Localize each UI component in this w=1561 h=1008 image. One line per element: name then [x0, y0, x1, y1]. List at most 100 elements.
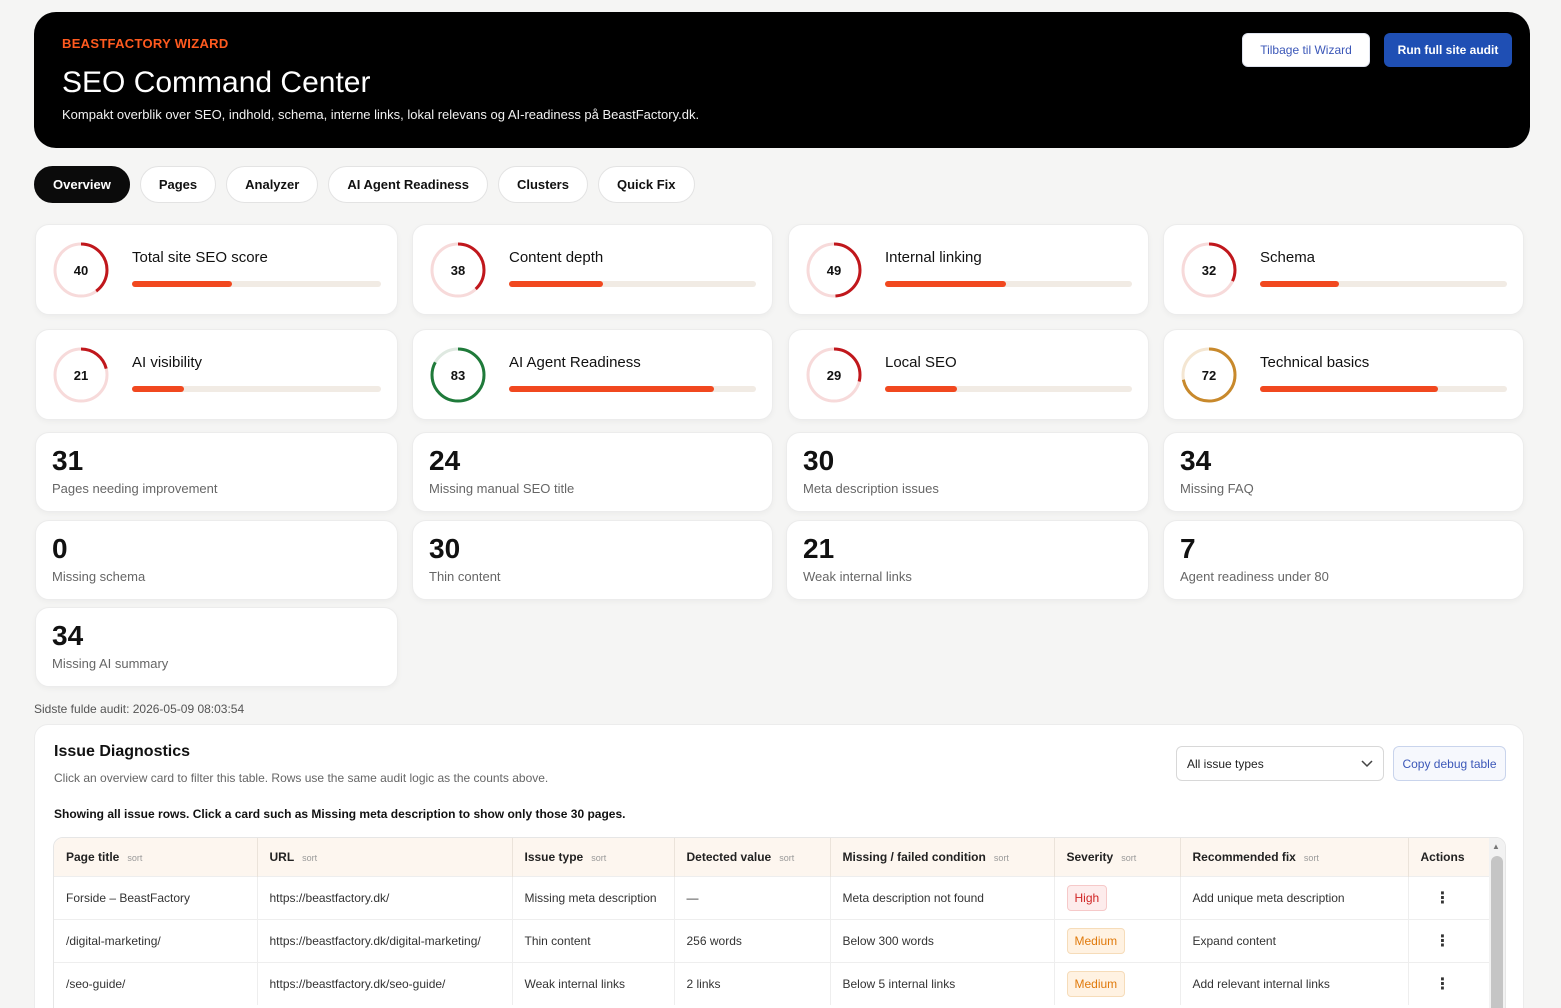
severity-badge: High [1066, 884, 1108, 911]
score-card-local-seo[interactable]: 29 Local SEO [788, 329, 1149, 420]
tab-quick-fix[interactable]: Quick Fix [597, 166, 695, 203]
table-row[interactable]: /seo-guide/ https://beastfactory.dk/seo-… [54, 961, 1491, 1005]
score-bar-fill [509, 386, 714, 392]
stat-card-missing-schema[interactable]: 0 Missing schema [35, 520, 398, 600]
stat-label: Weak internal links [803, 569, 912, 584]
column-header-failed-condition[interactable]: Missing / failed condition sort [830, 838, 1055, 876]
more-actions-icon[interactable]: ⋮ [1434, 932, 1451, 950]
column-header-severity[interactable]: Severity sort [1054, 838, 1181, 876]
cell-actions: ⋮ [1408, 918, 1491, 962]
stat-label: Agent readiness under 80 [1180, 569, 1329, 584]
score-value: 83 [450, 367, 466, 383]
score-card-ai-visibility[interactable]: 21 AI visibility [35, 329, 398, 420]
score-ring-icon [806, 242, 862, 298]
stat-value: 7 [1180, 533, 1196, 564]
stat-label: Missing FAQ [1180, 481, 1254, 496]
column-header-detected-value[interactable]: Detected value sort [674, 838, 831, 876]
score-ring-icon [53, 347, 109, 403]
stat-value: 34 [52, 620, 84, 651]
scrollbar-thumb[interactable] [1491, 856, 1503, 1008]
score-ring-icon [806, 347, 862, 403]
stat-card-thin-content[interactable]: 30 Thin content [412, 520, 773, 600]
table-scrollbar[interactable]: ▲ [1489, 838, 1505, 1008]
issues-table-container: Page title sort URL sort Issue type sort De… [53, 837, 1506, 1008]
tab-clusters[interactable]: Clusters [497, 166, 588, 203]
severity-badge: Medium [1066, 927, 1126, 954]
score-bar [885, 386, 1132, 392]
score-value: 49 [826, 262, 842, 278]
score-value: 72 [1201, 367, 1217, 383]
score-card-ai-agent-readiness[interactable]: 83 AI Agent Readiness [412, 329, 773, 420]
stat-card-meta-description-issues[interactable]: 30 Meta description issues [786, 432, 1149, 512]
stat-card-missing-faq[interactable]: 34 Missing FAQ [1163, 432, 1524, 512]
score-ring-icon [53, 242, 109, 298]
score-bar [509, 386, 756, 392]
stat-label: Thin content [429, 569, 501, 584]
column-header-page-title[interactable]: Page title sort [54, 838, 258, 876]
score-bar [885, 281, 1132, 287]
tab-ai-agent-readiness[interactable]: AI Agent Readiness [328, 166, 488, 203]
score-card-content-depth[interactable]: 38 Content depth [412, 224, 773, 315]
cell-detected-value: — [674, 875, 831, 919]
back-to-wizard-button[interactable]: Tilbage til Wizard [1242, 33, 1370, 67]
stat-card-agent-readiness-under-80[interactable]: 7 Agent readiness under 80 [1163, 520, 1524, 600]
stat-card-missing-seo-title[interactable]: 24 Missing manual SEO title [412, 432, 773, 512]
score-value: 32 [1201, 262, 1217, 278]
table-row[interactable]: Forside – BeastFactory https://beastfact… [54, 875, 1491, 919]
score-bar-fill [1260, 386, 1438, 392]
score-card-total-seo[interactable]: 40 Total site SEO score [35, 224, 398, 315]
cell-page-title: /seo-guide/ [54, 961, 258, 1005]
cell-page-title: /digital-marketing/ [54, 918, 258, 962]
cell-actions: ⋮ [1408, 875, 1491, 919]
score-label: Technical basics [1260, 354, 1370, 371]
copy-debug-table-button[interactable]: Copy debug table [1393, 746, 1506, 781]
score-value: 21 [73, 367, 89, 383]
stat-card-weak-internal-links[interactable]: 21 Weak internal links [786, 520, 1149, 600]
score-bar [132, 281, 381, 287]
table-header-row: Page title sort URL sort Issue type sort De… [54, 838, 1491, 876]
tab-overview[interactable]: Overview [34, 166, 130, 203]
score-bar-fill [885, 281, 1007, 287]
column-header-recommended-fix[interactable]: Recommended fix sort [1180, 838, 1409, 876]
score-bar-fill [509, 281, 603, 287]
table-row[interactable]: /digital-marketing/ https://beastfactory… [54, 918, 1491, 962]
stat-label: Missing AI summary [52, 656, 169, 671]
cell-url: https://beastfactory.dk/seo-guide/ [257, 961, 513, 1005]
last-audit-timestamp: Sidste fulde audit: 2026-05-09 08:03:54 [34, 702, 245, 716]
stat-label: Missing schema [52, 569, 146, 584]
column-header-url[interactable]: URL sort [257, 838, 513, 876]
tab-pages[interactable]: Pages [139, 166, 217, 203]
score-bar-fill [132, 386, 185, 392]
severity-badge: Medium [1066, 970, 1126, 997]
cell-page-title: Forside – BeastFactory [54, 875, 258, 919]
score-card-technical-basics[interactable]: 72 Technical basics [1163, 329, 1524, 420]
cell-issue-type: Thin content [512, 918, 675, 962]
score-card-schema[interactable]: 32 Schema [1163, 224, 1524, 315]
cell-detected-value: 2 links [674, 961, 831, 1005]
scroll-up-arrow-icon[interactable]: ▲ [1492, 842, 1500, 851]
score-label: Total site SEO score [132, 249, 268, 266]
issue-diagnostics-panel: Issue Diagnostics Click an overview card… [34, 724, 1524, 1008]
score-bar-fill [1260, 281, 1340, 287]
score-card-internal-linking[interactable]: 49 Internal linking [788, 224, 1149, 315]
score-bar-fill [885, 386, 957, 392]
diagnostics-subtitle: Click an overview card to filter this ta… [54, 771, 549, 785]
stat-card-pages-needing-improvement[interactable]: 31 Pages needing improvement [35, 432, 398, 512]
issue-type-select[interactable]: All issue types [1176, 746, 1384, 781]
score-value: 40 [73, 262, 89, 278]
page-title: SEO Command Center [62, 66, 371, 99]
more-actions-icon[interactable]: ⋮ [1434, 889, 1451, 907]
stat-value: 30 [429, 533, 461, 564]
column-header-issue-type[interactable]: Issue type sort [512, 838, 675, 876]
stat-card-missing-ai-summary[interactable]: 34 Missing AI summary [35, 607, 398, 687]
run-full-site-audit-button[interactable]: Run full site audit [1384, 33, 1512, 67]
score-ring-icon [430, 347, 486, 403]
stat-value: 24 [429, 445, 461, 476]
stat-value: 0 [52, 533, 68, 564]
diagnostics-note: Showing all issue rows. Click a card suc… [54, 807, 626, 821]
cell-detected-value: 256 words [674, 918, 831, 962]
cell-severity: Medium [1054, 918, 1181, 962]
tab-analyzer[interactable]: Analyzer [226, 166, 319, 203]
more-actions-icon[interactable]: ⋮ [1434, 975, 1451, 993]
score-label: Local SEO [885, 354, 957, 371]
